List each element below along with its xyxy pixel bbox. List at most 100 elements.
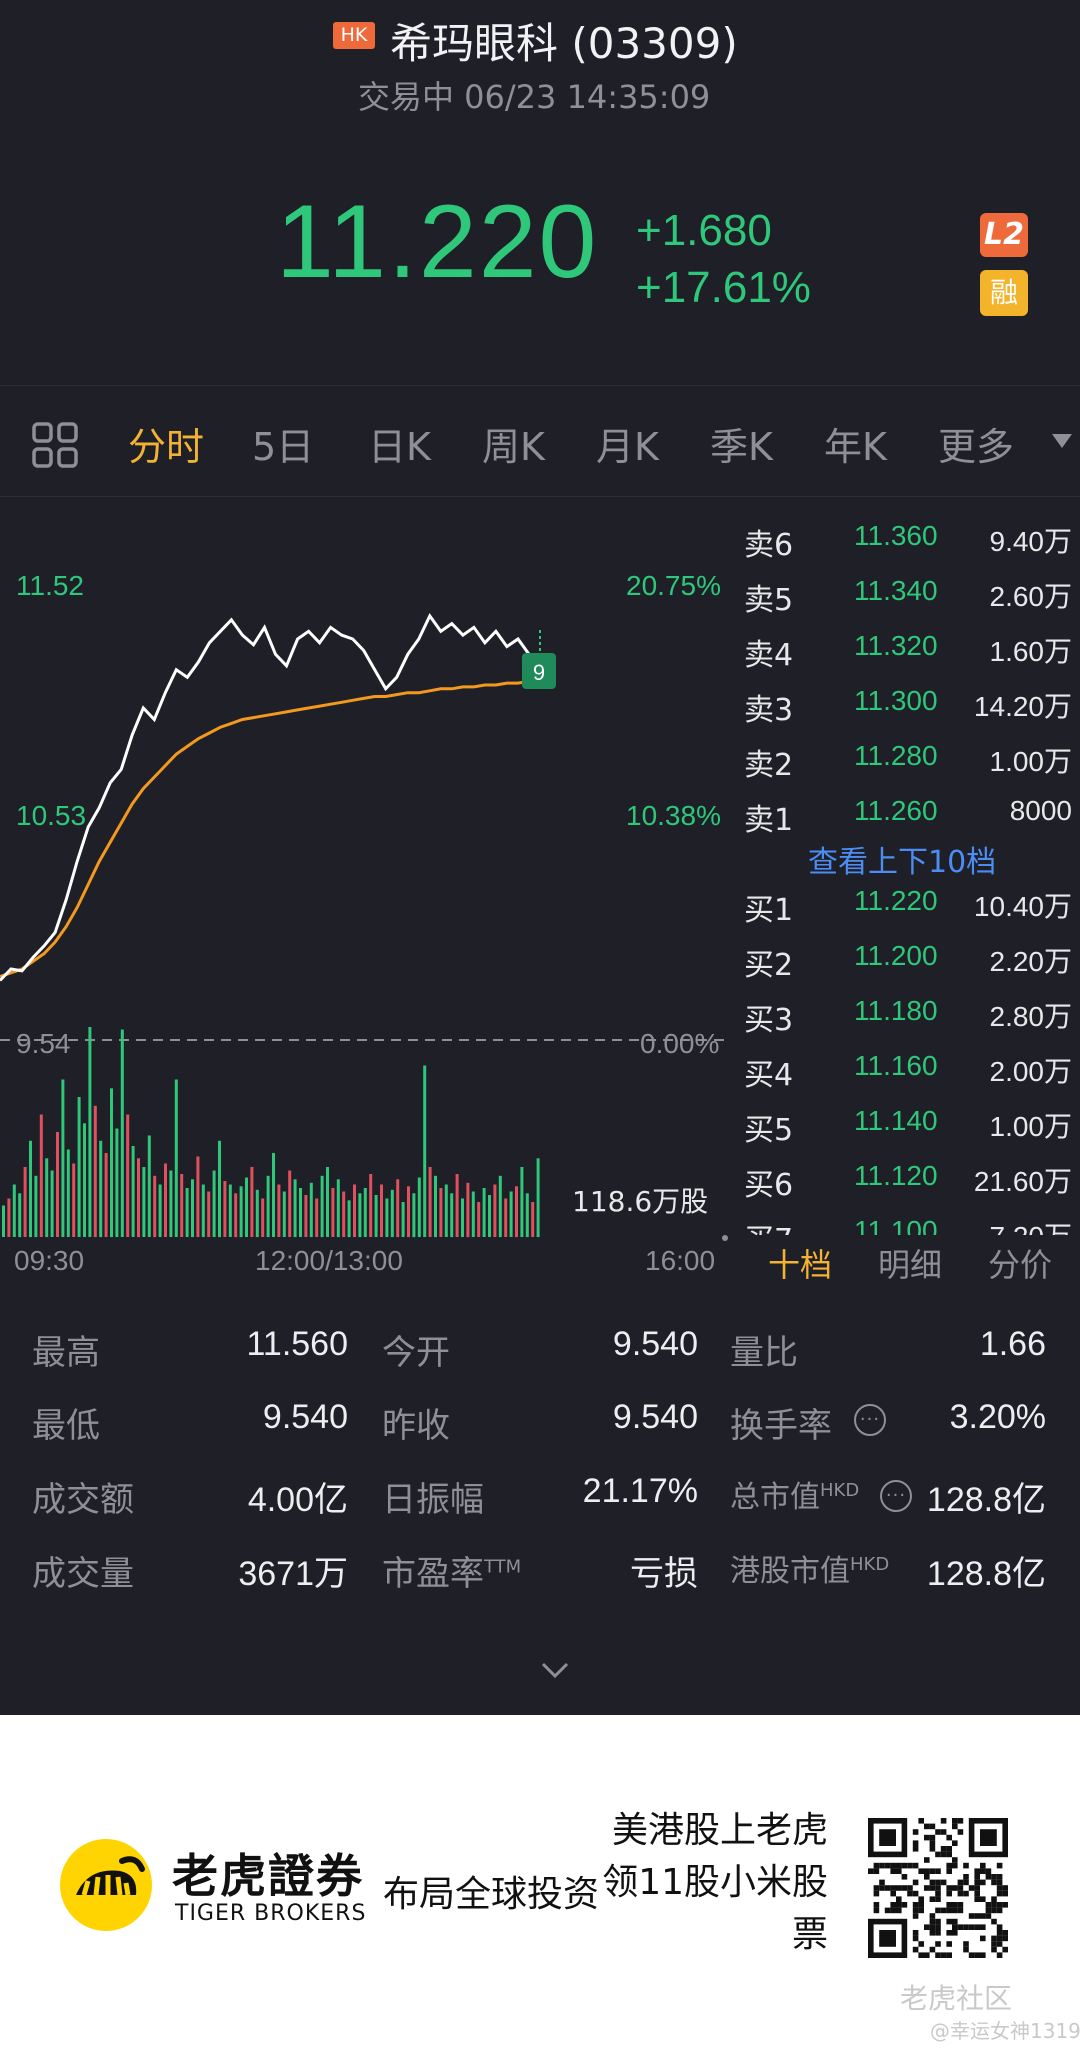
ttm-superscript: TTM [484, 1556, 522, 1578]
volume-bar [66, 1149, 70, 1237]
volume-bar [407, 1186, 410, 1238]
stat-value-market-cap: 128.8亿 [926, 1481, 1046, 1519]
stat-value-prev-close: 9.540 [612, 1398, 698, 1436]
volume-bar [239, 1186, 243, 1238]
ask-level: 卖4 [744, 638, 794, 673]
tab-5day[interactable]: 5日 [252, 425, 315, 469]
currency-superscript: HKD [850, 1554, 890, 1575]
time-label-open: 09:30 [14, 1245, 85, 1276]
stat-value-turnover: 4.00亿 [247, 1481, 348, 1519]
volume-bar [509, 1191, 513, 1237]
tab-ten-levels[interactable]: 十档 [768, 1246, 833, 1284]
marker-badge-text: 9 [533, 660, 545, 685]
volume-bar [417, 1177, 421, 1237]
tab-intraday[interactable]: 分时 [128, 425, 205, 469]
volume-bar [277, 1184, 281, 1237]
tiger-logo-icon [60, 1839, 152, 1931]
volume-bar [423, 1065, 427, 1237]
marker-badge[interactable] [522, 653, 556, 689]
bid-row: 买5 11.140 1.00万 [740, 1105, 1080, 1148]
ask-row: 卖4 11.320 1.60万 [740, 630, 1080, 673]
tab-monthly-k[interactable]: 月K [596, 425, 659, 469]
bid-volume: 2.00万 [989, 1056, 1073, 1087]
volume-bar [336, 1179, 340, 1238]
stat-label-prev-close: 昨收 [382, 1406, 450, 1446]
volume-bar [115, 1128, 119, 1237]
price-change-percent: +17.61% [636, 263, 811, 312]
volume-bar [56, 1132, 59, 1237]
volume-bar [498, 1175, 502, 1238]
margin-badge[interactable]: 融 [980, 270, 1028, 316]
volume-bar [347, 1200, 351, 1238]
volume-bar [12, 1184, 16, 1237]
quote-header: HK 希玛眼科 (03309) 交易中 06/23 14:35:09 11.22… [0, 0, 1080, 385]
ask-level: 卖6 [744, 528, 794, 563]
brand-name-cn: 老虎證券 [172, 1849, 364, 1903]
ask-level: 卖5 [744, 583, 794, 618]
bid-price: 11.220 [854, 885, 938, 916]
tab-details[interactable]: 明细 [878, 1246, 943, 1284]
y-axis-pct-mid: 10.38% [626, 800, 721, 831]
volume-bar [207, 1191, 211, 1237]
order-book[interactable]: 卖6 11.360 9.40万 卖5 11.340 2.60万 卖4 11.32… [740, 495, 1080, 1235]
ask-volume: 2.60万 [989, 581, 1073, 612]
volume-bar [482, 1188, 486, 1237]
volume-bar [444, 1184, 448, 1237]
bid-level: 买4 [744, 1058, 794, 1093]
volume-bar [439, 1188, 443, 1237]
bid-price: 11.160 [854, 1050, 938, 1081]
grid-menu-icon[interactable] [32, 422, 78, 468]
stat-label-volume-ratio: 量比 [730, 1333, 798, 1373]
qr-code[interactable] [868, 1818, 1008, 1958]
y-axis-low: 9.54 [16, 1028, 71, 1059]
bid-level: 买1 [744, 893, 794, 928]
volume-bar [228, 1184, 232, 1237]
intraday-chart-svg[interactable]: 9 [0, 495, 730, 1245]
tab-weekly-k[interactable]: 周K [482, 425, 545, 469]
volume-bar [369, 1174, 373, 1237]
volume-bar [428, 1167, 432, 1237]
volume-bar [110, 1088, 113, 1238]
tab-quarterly-k[interactable]: 季K [710, 425, 773, 469]
volume-bar [342, 1191, 346, 1237]
trading-status: 交易中 06/23 14:35:09 [358, 78, 711, 116]
level2-badge[interactable]: L2 [980, 213, 1028, 257]
chart-end-dot [722, 1235, 728, 1241]
volume-bar [293, 1179, 297, 1238]
volume-bar [212, 1170, 216, 1237]
tab-more[interactable]: 更多 [938, 425, 1015, 469]
more-info-icon[interactable]: ··· [854, 1404, 886, 1436]
intraday-chart[interactable]: 9 11.52 10.53 9.54 20.75% 10.38% 0.00% 1… [0, 495, 730, 1276]
volume-bar [488, 1195, 491, 1237]
ask-row: 卖1 11.260 8000 [740, 795, 1080, 838]
stat-value-hk-market-cap: 128.8亿 [926, 1555, 1046, 1593]
price-line [0, 612, 542, 982]
chevron-down-icon[interactable] [540, 1655, 570, 1685]
volume-bar [309, 1182, 313, 1238]
brand-name-en: TIGER BROKERS [175, 1901, 367, 1926]
more-info-icon[interactable]: ··· [880, 1480, 912, 1512]
volume-bar [245, 1177, 248, 1237]
ask-price: 11.320 [854, 630, 938, 661]
volume-bar [493, 1184, 497, 1237]
tab-yearly-k[interactable]: 年K [824, 425, 887, 469]
volume-bar [158, 1184, 162, 1237]
bid-row: 买2 11.200 2.20万 [740, 940, 1080, 983]
user-watermark: @幸运女神1319 [930, 2019, 1080, 2043]
volume-bar [477, 1202, 481, 1237]
volume-bar [180, 1174, 184, 1237]
ask-volume: 8000 [1009, 795, 1072, 826]
promo-footer: 老虎證券 TIGER BROKERS 布局全球投资 美港股上老虎 领11股小米股… [0, 1715, 1080, 2060]
stock-title[interactable]: 希玛眼科 (03309) [390, 19, 738, 68]
volume-bar [504, 1198, 508, 1237]
bid-price: 11.120 [854, 1160, 938, 1191]
volume-bar [137, 1158, 140, 1238]
view-10-levels-link[interactable]: 查看上下10档 [808, 845, 997, 880]
chevron-down-icon[interactable] [1052, 434, 1072, 448]
tab-price-distribution[interactable]: 分价 [988, 1246, 1053, 1284]
bid-row: 买6 11.120 21.60万 [740, 1160, 1080, 1203]
y-axis-pct-low: 0.00% [640, 1028, 720, 1059]
tab-daily-k[interactable]: 日K [368, 425, 431, 469]
ask-row: 卖2 11.280 1.00万 [740, 740, 1080, 783]
stats-panel: 最高 11.560 今开 9.540 量比 1.66 最低 9.540 昨收 9… [0, 1300, 1080, 1650]
